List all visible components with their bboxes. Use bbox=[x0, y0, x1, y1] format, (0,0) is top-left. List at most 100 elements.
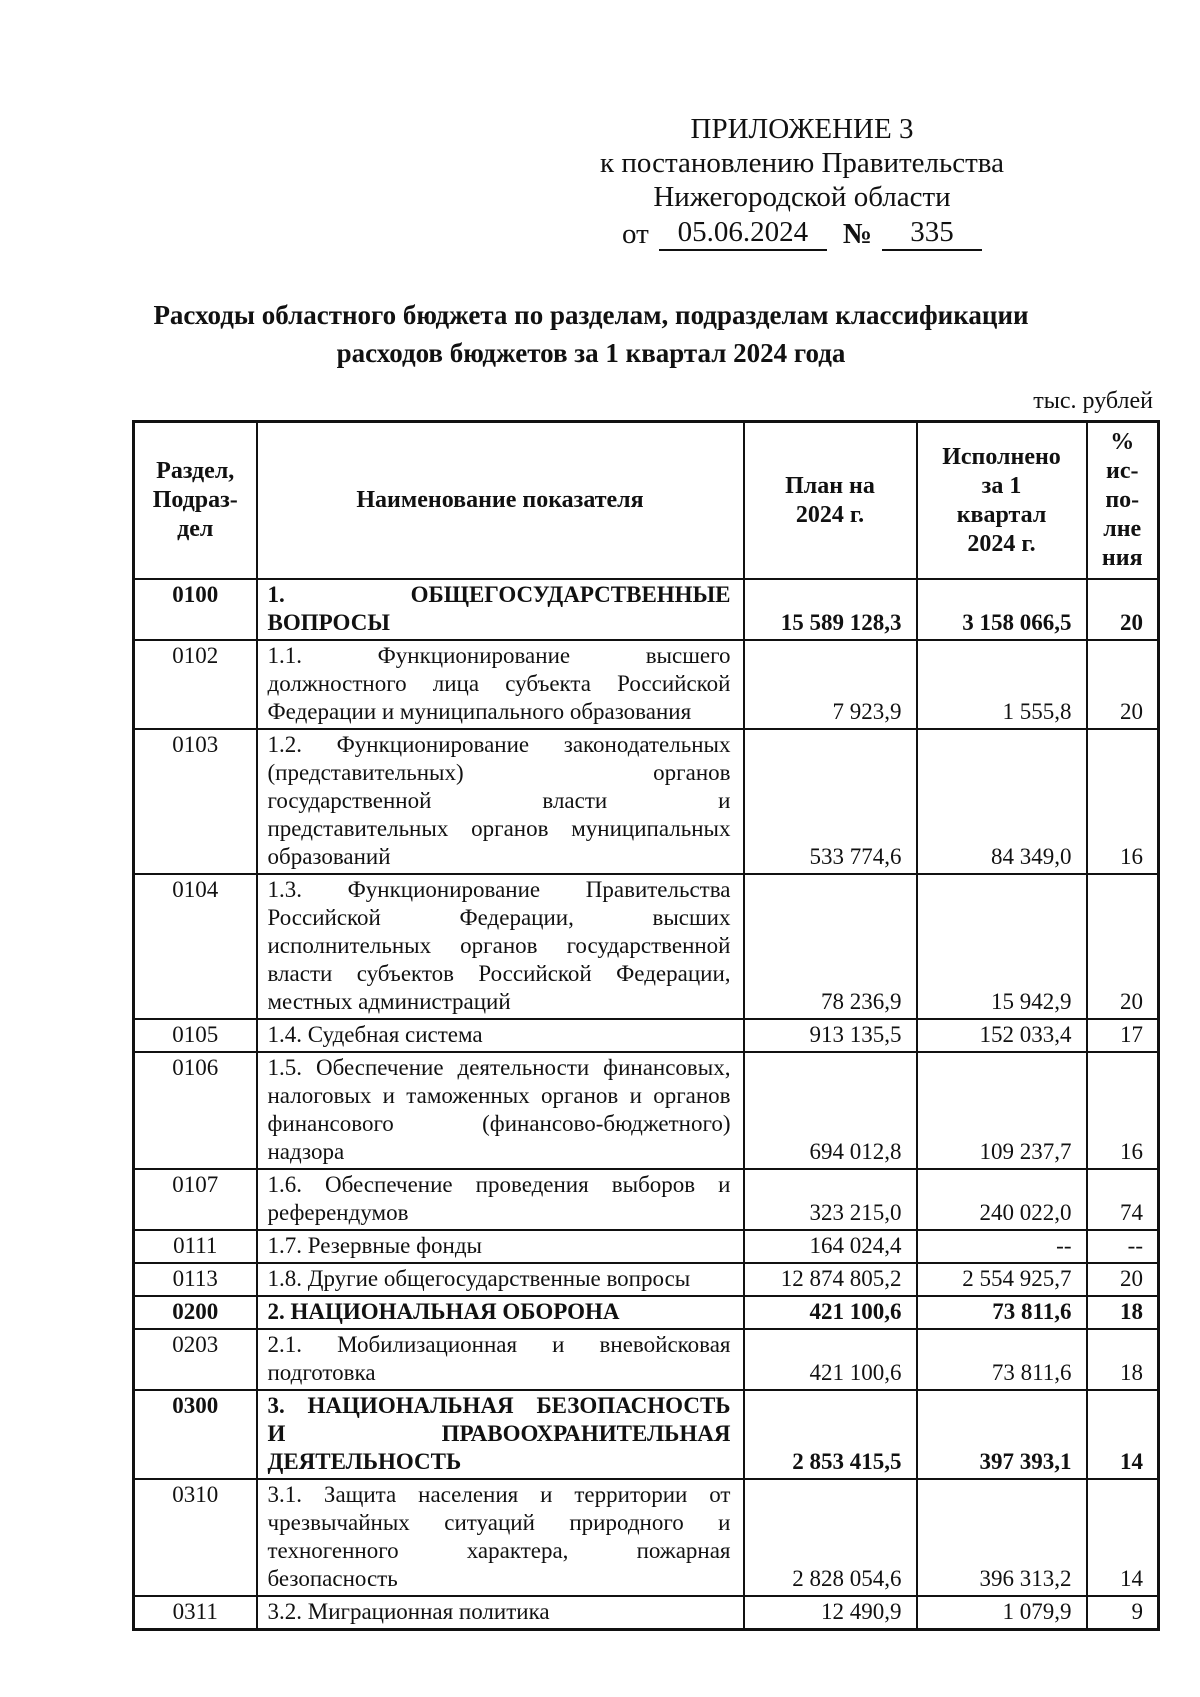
row-code: 0200 bbox=[132, 1295, 258, 1330]
resolution-line-2: Нижегородской области bbox=[653, 181, 951, 213]
row-name-line: 3.2. Миграционная политика bbox=[267, 1599, 550, 1624]
row-executed: 15 942,9 bbox=[915, 873, 1088, 1020]
date-from-label: от bbox=[622, 218, 649, 250]
row-name-line: (представительных) органов bbox=[267, 760, 731, 785]
row-name: 1.5. Обеспечение деятельности финансовых… bbox=[255, 1051, 745, 1170]
col-header-plan-2024: План на 2024 г. bbox=[742, 420, 918, 580]
row-name: 1.2. Функционирование законодательных (пр… bbox=[255, 728, 745, 875]
row-name-line: 1.8. Другие общегосударственные вопросы bbox=[267, 1266, 691, 1291]
row-name: 1.6. Обеспечение проведения выборов и реф… bbox=[255, 1168, 745, 1231]
row-code: 0310 bbox=[132, 1478, 258, 1597]
row-code: 0111 bbox=[132, 1229, 258, 1264]
row-percent: 18 bbox=[1085, 1328, 1160, 1391]
row-name: 3.2. Миграционная политика bbox=[255, 1595, 745, 1631]
row-name: 1.1. Функционирование высшего должностног… bbox=[255, 639, 745, 730]
row-name: 1.7. Резервные фонды bbox=[255, 1229, 745, 1264]
row-name: 1.4. Судебная система bbox=[255, 1018, 745, 1053]
row-code: 0311 bbox=[132, 1595, 258, 1631]
date-line: от 05.06.2024 № 335 bbox=[600, 215, 1004, 251]
row-name-line: представительных органов муниципальных bbox=[267, 816, 731, 841]
row-name-line: местных администраций bbox=[267, 989, 511, 1014]
table-body: 0100 1. ОБЩЕГОСУДАРСТВЕННЫЕ ВОПРОСЫ 15 589 … bbox=[132, 578, 1160, 1631]
row-percent: 18 bbox=[1085, 1295, 1160, 1330]
row-name-line: И ПРАВООХРАНИТЕЛЬНАЯ bbox=[267, 1421, 731, 1446]
row-percent: 16 bbox=[1085, 1051, 1160, 1170]
row-plan: 2 853 415,5 bbox=[742, 1389, 918, 1480]
row-plan: 421 100,6 bbox=[742, 1328, 918, 1391]
row-name-line: 3.1. Защита населения и территории от bbox=[267, 1482, 731, 1507]
row-percent: 17 bbox=[1085, 1018, 1160, 1053]
row-name-line: 1.2. Функционирование законодательных bbox=[267, 732, 731, 757]
row-percent: 20 bbox=[1085, 873, 1160, 1020]
row-name-line: 1. ОБЩЕГОСУДАРСТВЕННЫЕ bbox=[267, 582, 731, 607]
table-row: 0102 1.1. Функционирование высшего должнос… bbox=[132, 639, 1160, 730]
page-title: Расходы областного бюджета по разделам, … bbox=[153, 300, 1029, 368]
col-header-executed-q1: Исполнено за 1 квартал 2024 г. bbox=[915, 420, 1088, 580]
row-name-line: 3. НАЦИОНАЛЬНАЯ БЕЗОПАСНОСТЬ bbox=[267, 1393, 731, 1418]
row-name-line: образований bbox=[267, 844, 391, 869]
table-row: 0203 2.1. Мобилизационная и вневойсковая п… bbox=[132, 1328, 1160, 1391]
row-name-line: налоговых и таможенных органов и органов bbox=[267, 1083, 731, 1108]
col-header-indicator-name: Наименование показателя bbox=[255, 420, 745, 580]
row-executed: 1 555,8 bbox=[915, 639, 1088, 730]
row-name-line: техногенного характера, пожарная bbox=[267, 1538, 731, 1563]
row-name-line: 2. НАЦИОНАЛЬНАЯ ОБОРОНА bbox=[267, 1299, 620, 1324]
doc-header: ПРИЛОЖЕНИЕ 3 к постановлению Правительст… bbox=[600, 112, 1004, 251]
row-plan: 78 236,9 bbox=[742, 873, 918, 1020]
row-name-line: ДЕЯТЕЛЬНОСТЬ bbox=[267, 1449, 462, 1474]
row-code: 0113 bbox=[132, 1262, 258, 1297]
row-executed: 84 349,0 bbox=[915, 728, 1088, 875]
row-name-line: референдумов bbox=[267, 1200, 409, 1225]
row-executed: 240 022,0 bbox=[915, 1168, 1088, 1231]
row-name: 1.3. Функционирование Правительства Росси… bbox=[255, 873, 745, 1020]
row-percent: 20 bbox=[1085, 639, 1160, 730]
row-name: 2.1. Мобилизационная и вневойсковая подго… bbox=[255, 1328, 745, 1391]
appendix-label: ПРИЛОЖЕНИЕ 3 bbox=[690, 113, 914, 145]
row-code: 0107 bbox=[132, 1168, 258, 1231]
row-name-line: власти субъектов Российской Федерации, bbox=[267, 961, 731, 986]
table-row: 0300 3. НАЦИОНАЛЬНАЯ БЕЗОПАСНОСТЬ И ПРАВОО… bbox=[132, 1389, 1160, 1480]
row-name-line: ВОПРОСЫ bbox=[267, 610, 390, 635]
row-percent: 74 bbox=[1085, 1168, 1160, 1231]
row-plan: 421 100,6 bbox=[742, 1295, 918, 1330]
row-plan: 533 774,6 bbox=[742, 728, 918, 875]
row-code: 0102 bbox=[132, 639, 258, 730]
row-plan: 2 828 054,6 bbox=[742, 1478, 918, 1597]
table-row: 0104 1.3. Функционирование Правительства Р… bbox=[132, 873, 1160, 1020]
row-executed: 152 033,4 bbox=[915, 1018, 1088, 1053]
budget-table: Раздел, Подраз- дел Наименование показат… bbox=[132, 420, 1160, 1631]
row-name-line: финансового (финансово-бюджетного) bbox=[267, 1111, 731, 1136]
row-plan: 694 012,8 bbox=[742, 1051, 918, 1170]
units-note: тыс. рублей bbox=[1033, 388, 1153, 414]
row-name-line: 1.4. Судебная система bbox=[267, 1022, 483, 1047]
row-name-line: Российской Федерации, высших bbox=[267, 905, 731, 930]
table-row: 0103 1.2. Функционирование законодательны… bbox=[132, 728, 1160, 875]
row-code: 0105 bbox=[132, 1018, 258, 1053]
row-name: 3. НАЦИОНАЛЬНАЯ БЕЗОПАСНОСТЬ И ПРАВООХРАН… bbox=[255, 1389, 745, 1480]
row-percent: 16 bbox=[1085, 728, 1160, 875]
resolution-line-1: к постановлению Правительства bbox=[600, 147, 1004, 179]
row-name-line: Федерации и муниципального образования bbox=[267, 699, 692, 724]
row-name-line: 1.5. Обеспечение деятельности финансовых… bbox=[267, 1055, 731, 1080]
row-executed: 73 811,6 bbox=[915, 1295, 1088, 1330]
row-name: 2. НАЦИОНАЛЬНАЯ ОБОРОНА bbox=[255, 1295, 745, 1330]
row-executed: 397 393,1 bbox=[915, 1389, 1088, 1480]
row-name-line: 1.1. Функционирование высшего bbox=[267, 643, 731, 668]
row-percent: 14 bbox=[1085, 1478, 1160, 1597]
row-executed: 109 237,7 bbox=[915, 1051, 1088, 1170]
table-row: 0105 1.4. Судебная система 913 135,5 152 03… bbox=[132, 1018, 1160, 1053]
table-header-row: Раздел, Подраз- дел Наименование показат… bbox=[132, 420, 1160, 580]
row-name-line: подготовка bbox=[267, 1360, 376, 1385]
table-row: 0310 3.1. Защита населения и территории о… bbox=[132, 1478, 1160, 1597]
table-row: 0106 1.5. Обеспечение деятельности финанс… bbox=[132, 1051, 1160, 1170]
row-plan: 7 923,9 bbox=[742, 639, 918, 730]
table-row: 0111 1.7. Резервные фонды 164 024,4 -- -- bbox=[132, 1229, 1160, 1264]
table-row: 0113 1.8. Другие общегосударственные вопр… bbox=[132, 1262, 1160, 1297]
row-percent: 20 bbox=[1085, 1262, 1160, 1297]
col-header-section-code: Раздел, Подраз- дел bbox=[132, 420, 258, 580]
row-plan: 164 024,4 bbox=[742, 1229, 918, 1264]
row-percent: 14 bbox=[1085, 1389, 1160, 1480]
row-code: 0100 bbox=[132, 578, 258, 641]
row-executed: 1 079,9 bbox=[915, 1595, 1088, 1631]
